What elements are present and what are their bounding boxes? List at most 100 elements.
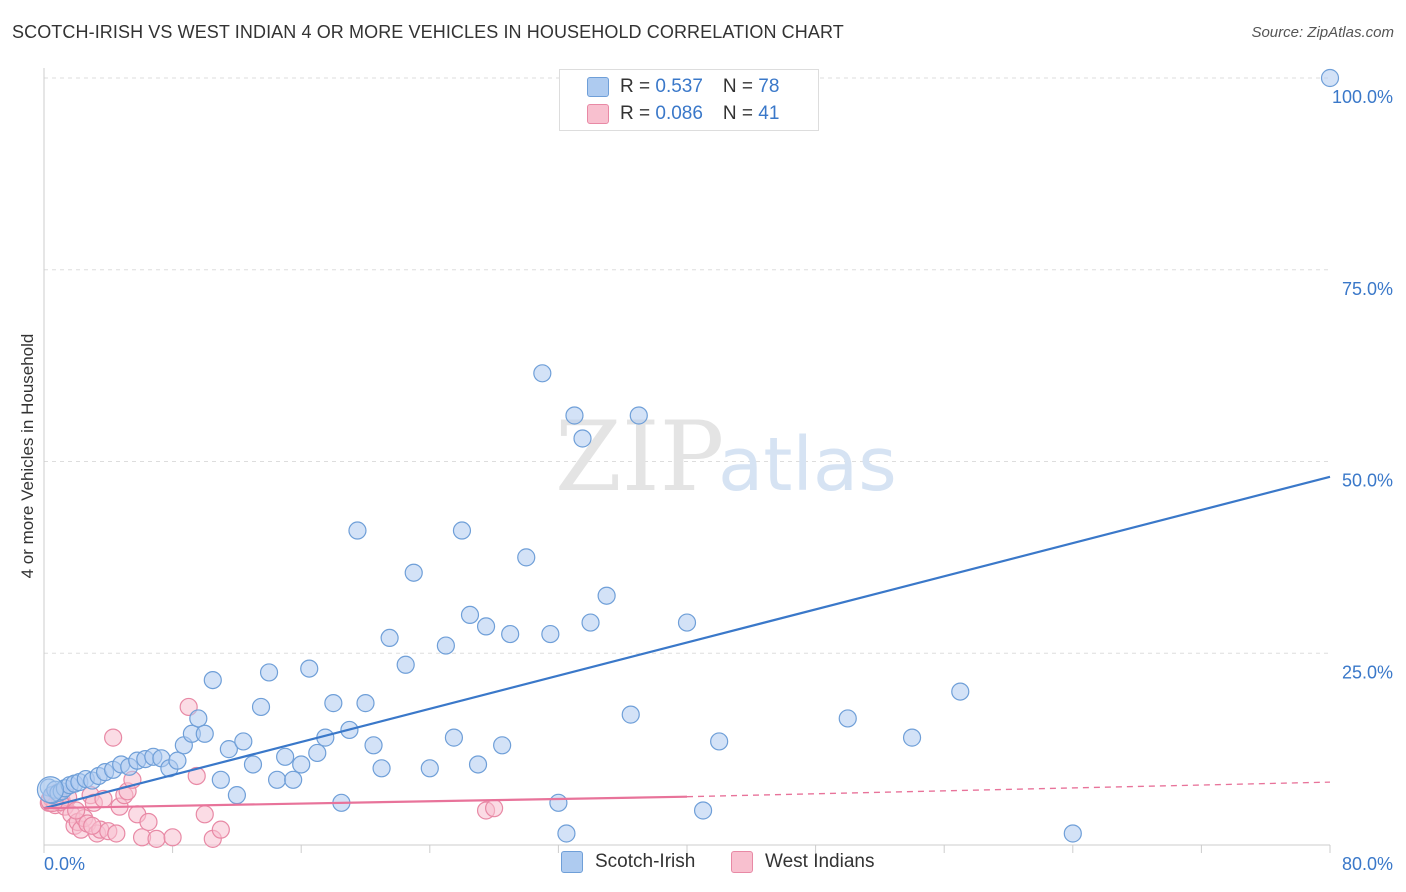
west-indians-point xyxy=(107,824,126,843)
scotch-irish-point xyxy=(259,663,279,682)
gridlines xyxy=(44,77,1330,654)
scotch-irish-point xyxy=(541,624,560,644)
scotch-irish-trend-line xyxy=(43,475,1331,810)
bottom-legend-label: Scotch-Irish xyxy=(595,851,696,872)
x-tick-label: 0.0% xyxy=(44,854,85,874)
west-indians-point xyxy=(485,799,504,818)
scotch-irish-point xyxy=(396,655,415,674)
y-tick-label: 100.0% xyxy=(1332,87,1393,107)
west-indians-point xyxy=(211,820,230,839)
scotch-irish-point xyxy=(380,628,399,648)
scotch-irish-point xyxy=(203,670,222,690)
legend-n-label: N = xyxy=(722,103,759,124)
watermark: ZIP atlas xyxy=(555,401,897,513)
scotch-irish-point xyxy=(219,740,238,759)
west-indians-point xyxy=(163,828,182,847)
x-tick-label: 80.0% xyxy=(1342,854,1393,874)
scotch-irish-point xyxy=(501,624,520,644)
scotch-irish-point xyxy=(597,586,616,605)
scotch-irish-point xyxy=(168,751,187,770)
scotch-irish-point xyxy=(372,759,391,778)
correlation-legend: R = 0.537 N = 78 R = 0.086 N = 41 xyxy=(559,69,819,131)
scotch-irish-point xyxy=(251,697,271,717)
scotch-irish-point xyxy=(533,364,552,383)
scotch-irish-point xyxy=(234,732,253,751)
legend-swatch-blue xyxy=(587,77,609,97)
scotch-irish-point xyxy=(629,406,648,425)
scotch-irish-point xyxy=(573,429,592,448)
scotch-irish-point xyxy=(308,743,327,763)
scotch-irish-point xyxy=(517,548,536,567)
y-axis-label: 4 or more Vehicles in Household xyxy=(18,333,37,579)
bottom-legend-swatch-pink xyxy=(731,851,753,873)
scotch-irish-point xyxy=(452,521,472,540)
legend-n-value: 41 xyxy=(758,103,780,124)
scotch-irish-point xyxy=(549,793,568,812)
scotch-irish-point xyxy=(902,728,922,747)
scotch-irish-point xyxy=(581,613,600,632)
scotch-irish-point xyxy=(444,728,464,747)
scotch-irish-point xyxy=(243,755,263,774)
scotch-irish-point xyxy=(476,617,496,636)
y-tick-label: 50.0% xyxy=(1342,471,1393,491)
west-indians-point xyxy=(195,805,214,824)
scotch-irish-point xyxy=(36,776,65,804)
legend-n-label: N = xyxy=(722,76,759,97)
bottom-legend-swatch-blue xyxy=(561,851,583,873)
scotch-irish-point xyxy=(951,682,970,701)
legend-r-value: 0.086 xyxy=(655,103,703,124)
watermark-atlas: atlas xyxy=(718,422,897,508)
legend-r-value: 0.537 xyxy=(655,76,703,97)
west-indians-point xyxy=(83,816,102,835)
scotch-irish-point xyxy=(284,770,303,789)
scotch-irish-point xyxy=(348,521,367,540)
legend-row-scotch-irish: R = 0.537 N = 78 xyxy=(587,74,780,100)
tick-labels: 100.0% 75.0% 50.0% 25.0% 0.0% 80.0% xyxy=(44,87,1393,874)
scotch-irish-point xyxy=(211,770,230,789)
legend-swatch-pink xyxy=(587,104,609,124)
west-indians-point xyxy=(104,728,123,747)
scotch-irish-point xyxy=(356,694,375,713)
scotch-irish-point xyxy=(565,406,584,425)
scotch-irish-point xyxy=(436,636,455,655)
scotch-irish-point xyxy=(420,759,439,778)
scotch-irish-point xyxy=(267,770,287,789)
west-indians-point xyxy=(187,766,206,786)
west-indians-trend-extension xyxy=(686,781,1331,798)
scotch-irish-point xyxy=(1063,824,1082,843)
scotch-irish-point xyxy=(292,755,311,774)
bottom-legend-west-indians: West Indians xyxy=(731,851,874,873)
legend-n-value: 78 xyxy=(758,76,780,97)
west-indians-point xyxy=(147,829,166,848)
legend-r-label: R = xyxy=(620,103,656,124)
source-label: Source: ZipAtlas.com xyxy=(1251,24,1394,41)
scotch-irish-point xyxy=(677,613,697,632)
y-tick-label: 25.0% xyxy=(1342,662,1393,682)
legend-r-label: R = xyxy=(620,76,656,97)
trend-lines xyxy=(43,475,1331,810)
scotch-irish-point xyxy=(557,824,576,843)
scotch-irish-point xyxy=(460,605,480,625)
west-indians-point xyxy=(139,812,158,832)
chart-title: SCOTCH-IRISH VS WEST INDIAN 4 OR MORE VE… xyxy=(12,22,844,42)
legend-row-west-indians: R = 0.086 N = 41 xyxy=(587,101,780,127)
scotch-irish-point xyxy=(468,755,488,774)
scotch-irish-point xyxy=(276,747,295,766)
scotch-irish-point xyxy=(404,563,423,582)
bottom-legend-label: West Indians xyxy=(765,851,875,872)
scotch-irish-point xyxy=(621,705,640,724)
west-indians-trend-line xyxy=(43,795,688,810)
scotch-irish-point xyxy=(227,786,246,805)
scotch-irish-point xyxy=(838,709,857,728)
scotch-irish-point xyxy=(493,736,512,755)
scotch-irish-point xyxy=(710,732,729,751)
scotch-irish-point xyxy=(189,709,208,728)
scotch-irish-point xyxy=(1320,68,1340,88)
y-tick-label: 75.0% xyxy=(1342,279,1393,299)
scotch-irish-point xyxy=(364,736,383,755)
scotch-irish-point xyxy=(324,694,343,713)
scotch-irish-point xyxy=(195,724,214,743)
axes xyxy=(43,68,1331,853)
west-indians-point xyxy=(67,801,86,820)
